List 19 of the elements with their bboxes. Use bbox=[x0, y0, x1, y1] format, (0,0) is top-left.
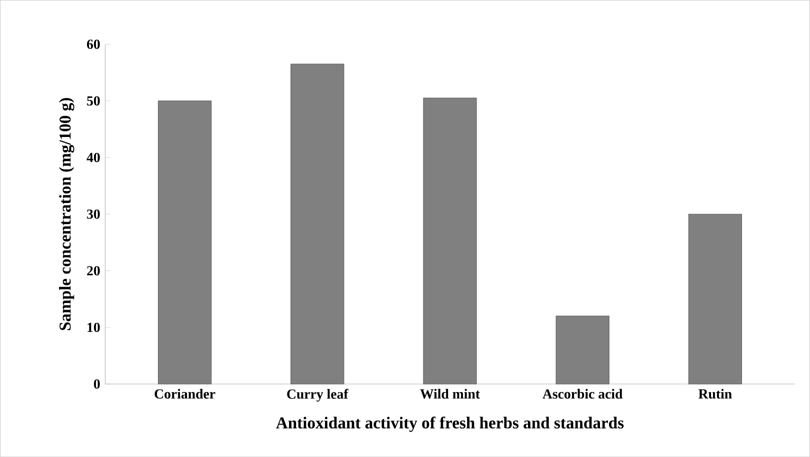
x-tick-label: Rutin bbox=[698, 388, 732, 399]
x-tick-label: Coriander bbox=[154, 388, 216, 399]
y-tick-label: 40 bbox=[86, 152, 100, 162]
x-tick-label: Ascorbic acid bbox=[542, 388, 623, 399]
x-tick-label: Curry leaf bbox=[287, 388, 348, 402]
y-tick-label: 30 bbox=[87, 209, 100, 219]
bar bbox=[158, 100, 212, 384]
bar bbox=[688, 214, 742, 384]
bar bbox=[556, 316, 610, 384]
y-tick-label: 20 bbox=[87, 266, 100, 276]
bar bbox=[423, 98, 477, 384]
y-tick-label: 0 bbox=[94, 379, 100, 389]
x-axis-title: Antioxidant activity of fresh herbs and standards bbox=[276, 416, 624, 432]
y-tick-label: 60 bbox=[86, 39, 100, 49]
y-tick-label: 10 bbox=[88, 322, 100, 332]
y-axis-title: Sample concentration (mg/100 g) bbox=[59, 98, 74, 330]
x-tick-label: Wild mint bbox=[420, 388, 480, 399]
y-tick-label: 50 bbox=[87, 96, 100, 106]
bar bbox=[290, 64, 344, 384]
